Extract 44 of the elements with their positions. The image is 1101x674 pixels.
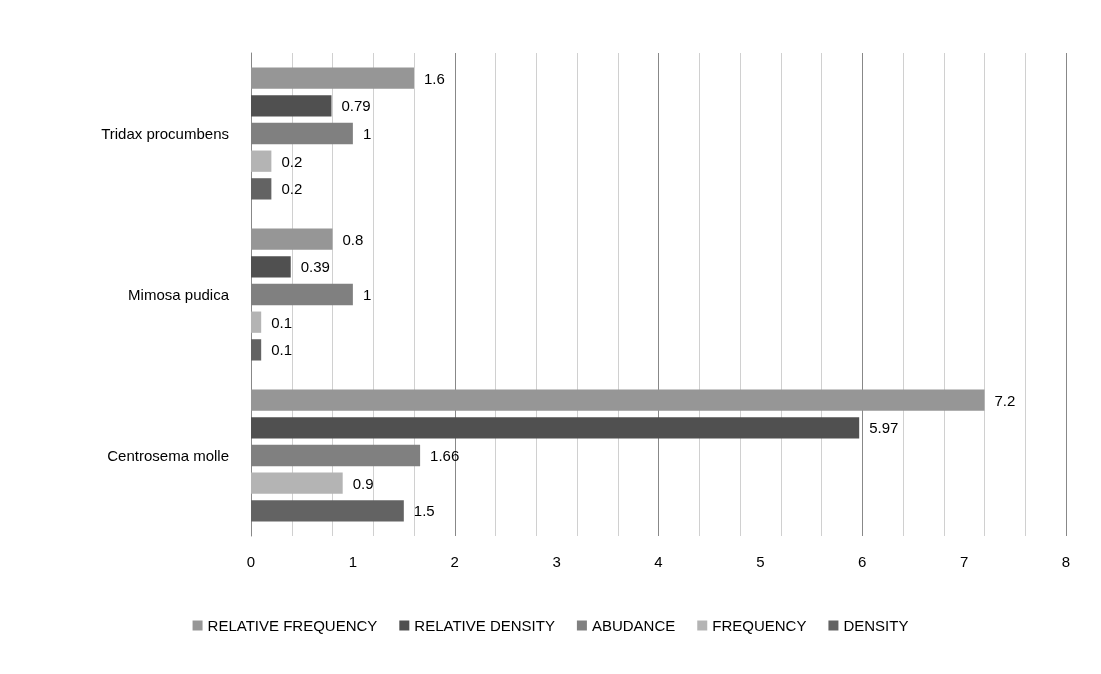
data-label: 0.8 <box>342 230 364 248</box>
data-label: 1 <box>362 286 372 303</box>
bar <box>251 472 343 494</box>
bar <box>251 67 414 89</box>
bar <box>251 95 332 117</box>
bar <box>251 311 262 333</box>
bar <box>251 228 333 250</box>
data-label: 0.1 <box>271 341 293 359</box>
data-label: 5.97 <box>869 419 899 437</box>
y-tick-label: Centrosema molle <box>107 447 229 464</box>
x-tick-label: 0 <box>246 553 256 570</box>
bar <box>251 417 860 439</box>
legend-label: ABUDANCE <box>591 617 676 634</box>
bar <box>251 389 985 411</box>
data-label: 0.1 <box>271 313 293 331</box>
bar <box>251 500 404 522</box>
y-tick-label: Mimosa pudica <box>128 286 230 303</box>
data-label: 1.5 <box>413 502 435 520</box>
data-label: 1 <box>362 125 372 142</box>
data-label: 1.66 <box>430 447 460 464</box>
bar <box>251 150 272 172</box>
bar <box>251 256 291 278</box>
data-label: 0.2 <box>281 180 303 198</box>
x-tick-label: 8 <box>1061 553 1071 570</box>
y-tick-label: Tridax procumbens <box>101 125 229 142</box>
bar <box>251 339 262 361</box>
x-tick-label: 4 <box>654 553 663 570</box>
legend-label: RELATIVE FREQUENCY <box>207 617 378 634</box>
data-label: 0.9 <box>352 474 374 492</box>
data-label: 0.39 <box>300 258 330 276</box>
bar <box>251 178 272 200</box>
legend-label: FREQUENCY <box>712 617 807 634</box>
data-label: 1.6 <box>424 69 445 87</box>
data-label: 0.79 <box>341 97 371 115</box>
x-tick-label: 2 <box>450 553 459 570</box>
data-label: 7.2 <box>994 391 1016 409</box>
legend-label: DENSITY <box>843 617 909 634</box>
legend-label: RELATIVE DENSITY <box>414 617 555 634</box>
x-tick-label: 6 <box>858 553 867 570</box>
data-label: 0.2 <box>281 152 303 170</box>
x-tick-label: 5 <box>756 553 765 570</box>
x-tick-label: 1 <box>348 553 358 570</box>
x-tick-label: 7 <box>959 553 969 570</box>
x-tick-label: 3 <box>552 553 561 570</box>
